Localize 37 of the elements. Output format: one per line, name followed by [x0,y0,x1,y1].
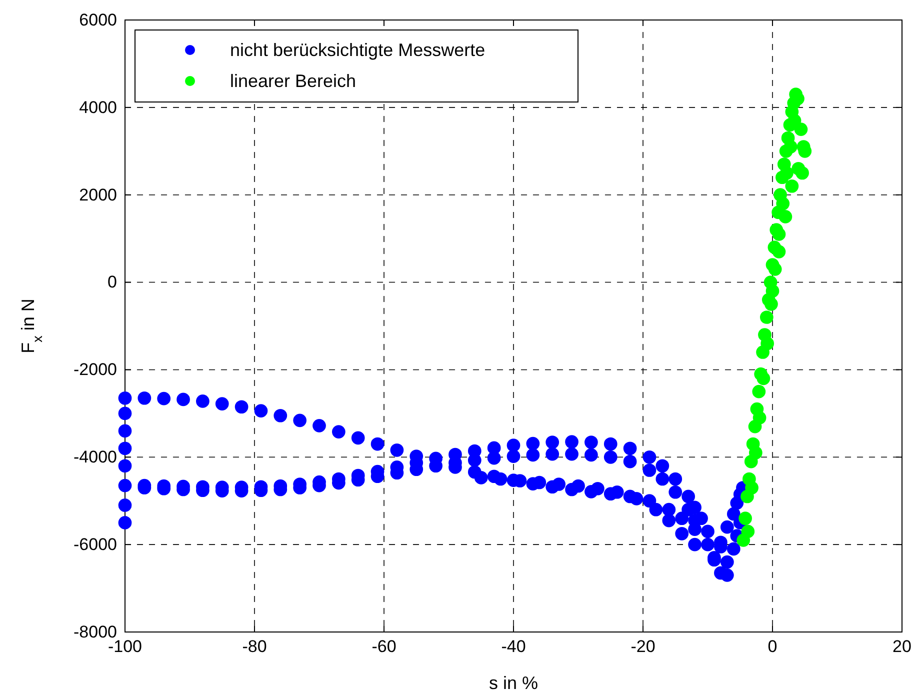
point [741,524,755,538]
point [792,162,806,176]
x-axis-title: s in % [488,673,538,693]
point [764,297,778,311]
point [794,122,808,136]
y-tick-label: 6000 [79,10,117,30]
y-tick-label: 0 [108,272,117,292]
point [738,512,752,526]
y-tick-label: -4000 [74,448,117,467]
point [772,228,786,241]
x-tick-label: 20 [892,637,912,656]
point [756,372,770,386]
y-tick-label: -6000 [74,535,117,554]
point [772,245,786,258]
point [768,262,782,276]
point [784,140,798,154]
point [752,411,766,424]
legend-label: linearer Bereich [230,71,356,91]
x-tick-label: -40 [501,637,526,656]
point [776,196,790,210]
point [760,310,774,324]
point [745,481,758,494]
y-tick-label: -2000 [74,360,117,380]
y-tick-label: 2000 [79,185,117,204]
x-tick-label: -20 [630,637,656,656]
y-tick-label: 4000 [79,98,117,117]
x-tick-label: 0 [768,637,778,656]
x-tick-label: -60 [372,637,396,656]
point [785,179,799,193]
point [780,166,794,180]
x-tick-label: -80 [242,637,267,656]
point [748,446,762,460]
legend-label: nicht berücksichtigte Messwerte [230,40,486,60]
point [778,210,792,224]
point [752,384,766,398]
point [760,336,774,350]
point [766,284,780,298]
